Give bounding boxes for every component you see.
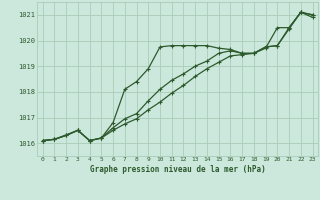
X-axis label: Graphe pression niveau de la mer (hPa): Graphe pression niveau de la mer (hPa) <box>90 165 266 174</box>
